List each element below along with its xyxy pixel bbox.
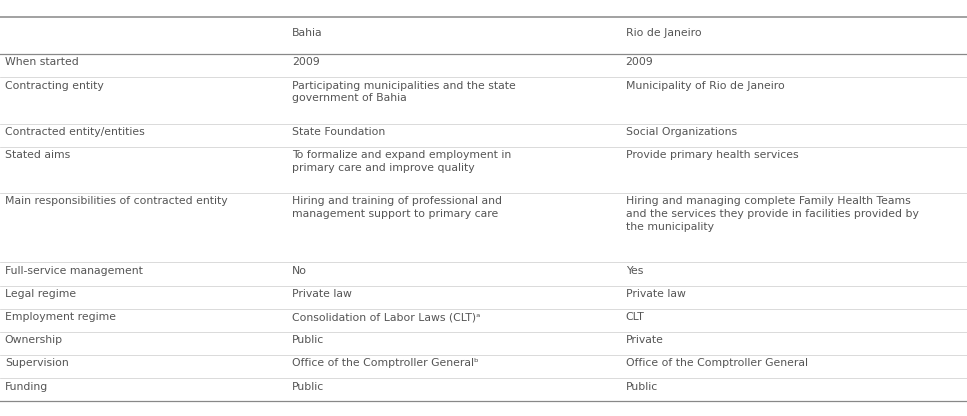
Text: Main responsibilities of contracted entity: Main responsibilities of contracted enti… (5, 196, 227, 206)
Text: CLT: CLT (626, 312, 644, 322)
Text: No: No (292, 266, 308, 276)
Text: Private law: Private law (292, 289, 352, 299)
Text: Funding: Funding (5, 381, 48, 391)
Text: Stated aims: Stated aims (5, 150, 70, 160)
Text: When started: When started (5, 57, 78, 67)
Text: Municipality of Rio de Janeiro: Municipality of Rio de Janeiro (626, 81, 784, 91)
Text: Supervision: Supervision (5, 359, 69, 369)
Text: Full-service management: Full-service management (5, 266, 143, 276)
Text: Hiring and training of professional and
management support to primary care: Hiring and training of professional and … (292, 196, 502, 219)
Text: 2009: 2009 (292, 57, 320, 67)
Text: Consolidation of Labor Laws (CLT)ᵃ: Consolidation of Labor Laws (CLT)ᵃ (292, 312, 481, 322)
Text: Ownership: Ownership (5, 335, 63, 345)
Text: Legal regime: Legal regime (5, 289, 76, 299)
Text: Contracting entity: Contracting entity (5, 81, 103, 91)
Text: Bahia: Bahia (292, 28, 323, 39)
Text: Private law: Private law (626, 289, 686, 299)
Text: Participating municipalities and the state
government of Bahia: Participating municipalities and the sta… (292, 81, 515, 103)
Text: 2009: 2009 (626, 57, 654, 67)
Text: Yes: Yes (626, 266, 643, 276)
Text: Contracted entity/entities: Contracted entity/entities (5, 127, 145, 137)
Text: Rio de Janeiro: Rio de Janeiro (626, 28, 701, 39)
Text: To formalize and expand employment in
primary care and improve quality: To formalize and expand employment in pr… (292, 150, 512, 173)
Text: Public: Public (626, 381, 658, 391)
Text: Hiring and managing complete Family Health Teams
and the services they provide i: Hiring and managing complete Family Heal… (626, 196, 919, 232)
Text: Social Organizations: Social Organizations (626, 127, 737, 137)
Text: Public: Public (292, 381, 324, 391)
Text: Private: Private (626, 335, 663, 345)
Text: Office of the Comptroller Generalᵇ: Office of the Comptroller Generalᵇ (292, 359, 479, 369)
Text: State Foundation: State Foundation (292, 127, 385, 137)
Text: Office of the Comptroller General: Office of the Comptroller General (626, 359, 807, 369)
Text: Provide primary health services: Provide primary health services (626, 150, 799, 160)
Text: Employment regime: Employment regime (5, 312, 116, 322)
Text: Public: Public (292, 335, 324, 345)
